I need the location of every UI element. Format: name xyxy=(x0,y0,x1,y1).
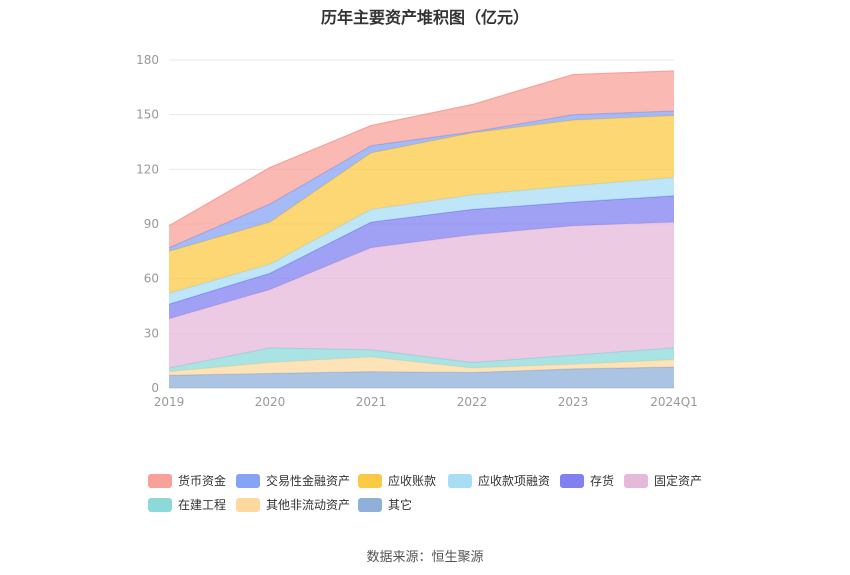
legend-label: 货币资金 xyxy=(178,474,227,488)
legend-label: 应收款项融资 xyxy=(478,474,551,488)
legend-item[interactable]: 在建工程 xyxy=(148,496,226,513)
y-tick-label: 60 xyxy=(144,272,159,286)
legend-label: 其他非流动资产 xyxy=(266,498,351,512)
legend-item[interactable]: 交易性金融资产 xyxy=(236,472,350,489)
legend-swatch xyxy=(624,473,648,488)
legend-swatch xyxy=(358,497,382,512)
y-tick-label: 30 xyxy=(144,326,159,340)
series-line xyxy=(168,70,675,227)
y-tick-label: 90 xyxy=(144,217,159,231)
legend-item[interactable]: 其他非流动资产 xyxy=(236,496,350,513)
area-series xyxy=(169,115,674,294)
x-tick-label: 2019 xyxy=(154,395,185,409)
chart-title: 历年主要资产堆积图（亿元） xyxy=(320,8,529,27)
x-tick-label: 2021 xyxy=(356,395,387,409)
legend-swatch xyxy=(560,473,584,488)
legend-item[interactable]: 货币资金 xyxy=(148,472,226,489)
data-source: 数据来源：恒生聚源 xyxy=(366,550,484,565)
legend-label: 其它 xyxy=(388,498,413,512)
stacked-area-chart: 0 30 60 90 120 150 180 2019 2020 2021 2022 2023 2024… xyxy=(136,53,698,409)
y-tick-label: 180 xyxy=(136,53,159,67)
legend-swatch xyxy=(358,473,382,488)
area-series xyxy=(169,222,674,368)
legend-swatch xyxy=(148,473,172,488)
x-tick-label: 2024Q1 xyxy=(650,395,698,409)
legend-label: 存货 xyxy=(590,474,615,488)
y-tick-label: 120 xyxy=(136,162,159,176)
area-series xyxy=(169,367,674,388)
legend-item[interactable]: 固定资产 xyxy=(624,472,702,489)
legend-label: 在建工程 xyxy=(178,498,227,512)
x-tick-label: 2023 xyxy=(558,395,589,409)
area-series xyxy=(169,70,674,248)
area-series xyxy=(169,195,674,319)
legend-item[interactable]: 存货 xyxy=(560,472,614,489)
legend-swatch xyxy=(148,497,172,512)
legend-label: 交易性金融资产 xyxy=(266,474,351,488)
legend-label: 固定资产 xyxy=(654,474,703,488)
legend-item[interactable]: 应收账款 xyxy=(358,472,436,489)
y-tick-label: 150 xyxy=(136,108,159,122)
area-series xyxy=(169,177,674,305)
legend-item[interactable]: 应收款项融资 xyxy=(448,472,550,489)
area-series xyxy=(169,347,674,372)
legend-item[interactable]: 其它 xyxy=(358,496,412,513)
legend-swatch xyxy=(448,473,472,488)
legend-swatch xyxy=(236,473,260,488)
legend-swatch xyxy=(236,497,260,512)
y-tick-label: 0 xyxy=(151,381,159,395)
legend-label: 应收账款 xyxy=(388,474,437,488)
x-tick-label: 2022 xyxy=(457,395,488,409)
x-tick-label: 2020 xyxy=(255,395,286,409)
